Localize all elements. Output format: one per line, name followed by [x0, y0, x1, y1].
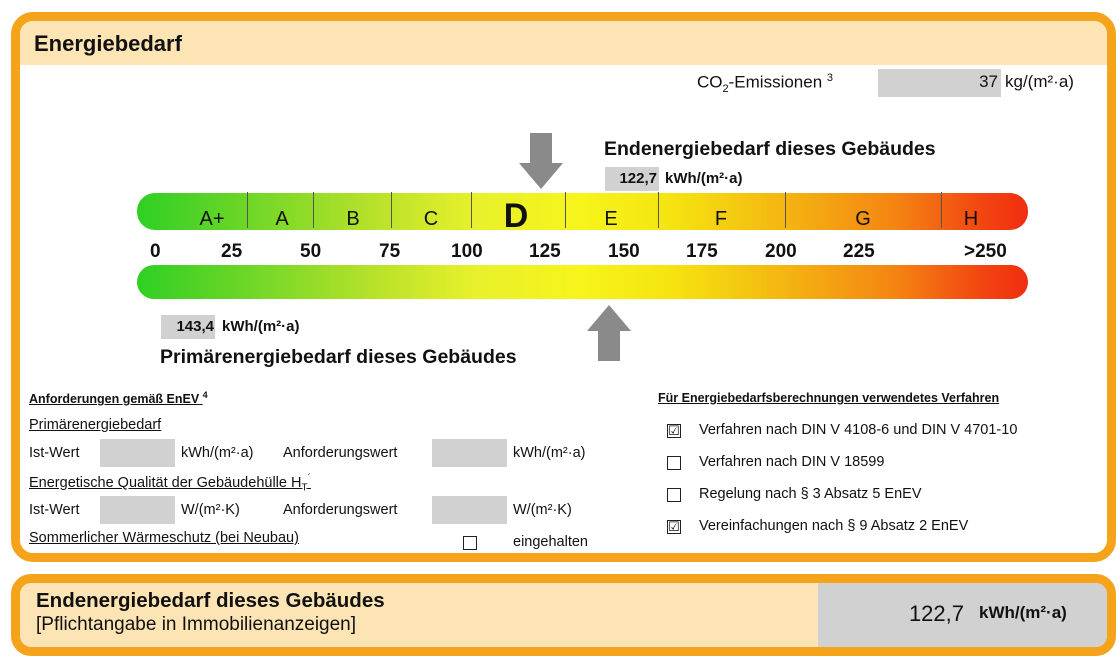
anforderungswert-label: Anforderungswert [283, 445, 398, 461]
requirements-title: Anforderungen gemäß EnEV 4 [29, 390, 208, 406]
primary-energy-value: 143,4 [176, 318, 214, 335]
advert-subtitle: [Pflichtangabe in Immobilienanzeigen] [36, 614, 357, 635]
end-value-box [605, 167, 659, 191]
hull-anforderung-unit: W/(m²·K) [513, 502, 572, 518]
class-label-a-plus: A+ [199, 208, 225, 230]
class-separator [313, 192, 314, 228]
energy-demand-panel: Energiebedarf CO2-Emissionen 3 37 kg/(m²… [11, 12, 1116, 562]
scale-tick: 175 [686, 241, 718, 262]
primary-value-box [161, 315, 215, 339]
scale-tick: 75 [379, 241, 401, 262]
hull-superscript: ´ [307, 473, 311, 484]
energy-scale-top-bar [137, 193, 1028, 230]
class-separator [247, 192, 248, 228]
primary-ist-wert-field [100, 439, 175, 467]
method-checkbox-din4108[interactable]: ☑ [667, 423, 681, 438]
method-label-vereinfachungen: Vereinfachungen nach § 9 Absatz 2 EnEV [699, 518, 969, 534]
advert-title: Endenergiebedarf dieses Gebäudes [36, 589, 385, 612]
scale-tick: 50 [300, 241, 322, 262]
method-checkbox-din18599[interactable] [667, 456, 681, 470]
scale-tick: >250 [964, 241, 1007, 262]
hull-quality-label: Energetische Qualität der Gebäudehülle H… [29, 473, 311, 494]
advert-value-box [818, 583, 1107, 647]
summer-heat-checkbox[interactable] [463, 536, 477, 550]
panel-header [20, 21, 1107, 65]
advert-value: 122,7 [908, 601, 964, 626]
ist-wert-label: Ist-Wert [29, 445, 80, 461]
scale-tick: 100 [451, 241, 483, 262]
hull-ist-unit: W/(m²·K) [181, 502, 240, 518]
class-separator [391, 192, 392, 228]
class-label-c: C [423, 208, 439, 230]
scale-tick: 225 [843, 241, 875, 262]
hull-ist-wert-field [100, 496, 175, 524]
class-label-b: B [346, 208, 360, 230]
primary-energy-title: Primärenergiebedarf dieses Gebäudes [160, 346, 517, 368]
scale-tick: 200 [765, 241, 797, 262]
method-label-din18599: Verfahren nach DIN V 18599 [699, 454, 885, 470]
co2-text: CO [697, 72, 723, 92]
method-checkbox-regelung[interactable] [667, 488, 681, 502]
primary-energy-arrow-icon [587, 305, 631, 361]
scale-tick: 0 [150, 241, 161, 262]
co2-value: 37 [979, 72, 998, 91]
class-separator [658, 192, 659, 228]
panel-title: Energiebedarf [34, 31, 182, 56]
energy-scale-bottom-bar [137, 265, 1028, 299]
primary-energy-unit: kWh/(m²·a) [222, 318, 300, 335]
eingehalten-label: eingehalten [513, 534, 588, 550]
end-energy-value: 122,7 [619, 170, 657, 187]
class-separator [941, 192, 942, 228]
class-separator [565, 192, 566, 228]
co2-text-rest: -Emissionen [728, 72, 823, 92]
co2-label: CO2-Emissionen 3 [697, 72, 833, 95]
hull-anforderungswert-field [432, 496, 507, 524]
end-energy-arrow-icon [519, 133, 563, 189]
anforderungswert-label: Anforderungswert [283, 502, 398, 518]
co2-value-box [878, 69, 1001, 97]
co2-footnote: 3 [826, 72, 834, 84]
method-checkbox-vereinfachungen[interactable]: ☑ [667, 519, 681, 534]
co2-unit: kg/(m²·a) [1005, 72, 1074, 91]
end-energy-unit: kWh/(m²·a) [665, 170, 743, 187]
methods-title: Für Energiebedarfsberechnungen verwendet… [658, 391, 1000, 405]
advert-summary-panel: Endenergiebedarf dieses Gebäudes [Pflich… [11, 574, 1116, 656]
class-label-e: E [604, 208, 618, 230]
end-energy-title: Endenergiebedarf dieses Gebäudes [604, 138, 936, 160]
primary-anforderung-unit: kWh/(m²·a) [513, 445, 586, 461]
co2-subscript: 2 [722, 83, 729, 96]
class-separator [785, 192, 786, 228]
requirements-footnote: 4 [202, 390, 208, 400]
class-label-g: G [855, 208, 871, 230]
scale-tick: 125 [529, 241, 561, 262]
ist-wert-label: Ist-Wert [29, 502, 80, 518]
scale-tick: 150 [608, 241, 640, 262]
summer-heat-protection-label: Sommerlicher Wärmeschutz (bei Neubau) [29, 530, 299, 546]
primary-anforderungswert-field [432, 439, 507, 467]
class-label-a: A [275, 208, 289, 230]
advert-unit: kWh/(m²·a) [979, 603, 1067, 622]
hull-subscript: T [301, 482, 308, 494]
method-label-regelung: Regelung nach § 3 Absatz 5 EnEV [699, 486, 922, 502]
primary-energy-requirement-label: Primärenergiebedarf [29, 417, 162, 433]
class-label-f: F [714, 208, 728, 230]
class-separator [471, 192, 472, 228]
primary-ist-unit: kWh/(m²·a) [181, 445, 254, 461]
hull-quality-text: Energetische Qualität der Gebäudehülle H [29, 474, 302, 491]
scale-tick: 25 [221, 241, 243, 262]
requirements-title-text: Anforderungen gemäß EnEV [29, 392, 200, 407]
method-label-din4108: Verfahren nach DIN V 4108-6 und DIN V 47… [699, 422, 1018, 438]
class-label-d-active: D [503, 197, 529, 235]
class-label-h: H [963, 208, 979, 230]
